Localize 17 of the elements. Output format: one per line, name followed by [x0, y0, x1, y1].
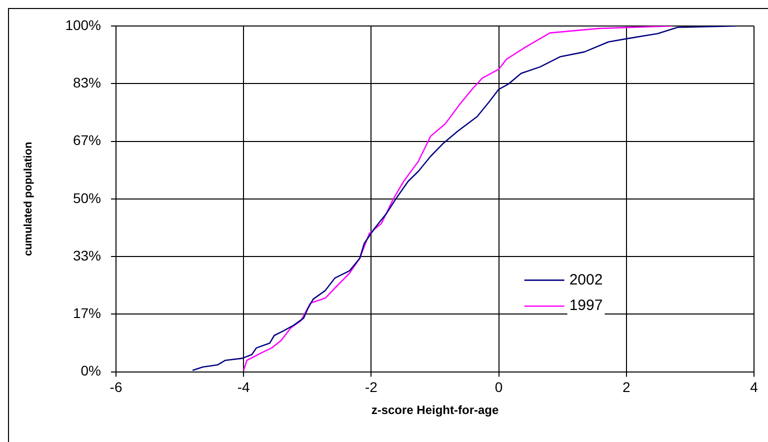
y-tick-label: 33%	[72, 247, 102, 264]
x-tick-label: 4	[750, 379, 758, 396]
x-tick-label: -2	[364, 379, 378, 396]
y-tick-label: 50%	[72, 190, 102, 206]
x-tick-label: -4	[237, 379, 250, 396]
x-tick-label: 2	[622, 379, 631, 396]
x-tick-label: -6	[110, 379, 122, 396]
y-axis-title: cumulated population	[22, 141, 35, 256]
y-tick-label: 17%	[72, 305, 102, 322]
legend-label: 2002	[569, 271, 603, 288]
y-tick-label: 0%	[80, 362, 102, 379]
y-tick-label: 67%	[72, 132, 102, 148]
x-axis-title: z-score Height-for-age	[371, 403, 499, 418]
x-tick-label: 0	[494, 379, 503, 396]
y-tick-label: 83%	[72, 74, 102, 91]
legend-label: 1997	[569, 297, 603, 314]
y-tick-label: 100%	[65, 16, 102, 33]
